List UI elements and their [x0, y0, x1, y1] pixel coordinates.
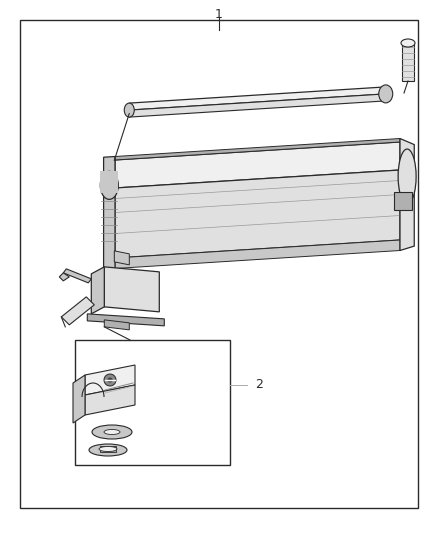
Polygon shape — [129, 94, 386, 117]
Polygon shape — [73, 375, 85, 423]
Polygon shape — [402, 43, 414, 81]
Ellipse shape — [398, 149, 416, 204]
Polygon shape — [59, 273, 69, 281]
Polygon shape — [61, 297, 94, 325]
Ellipse shape — [104, 430, 120, 434]
Ellipse shape — [379, 85, 393, 103]
Text: 1: 1 — [215, 7, 223, 20]
Text: 2: 2 — [255, 378, 263, 392]
Ellipse shape — [92, 425, 132, 439]
Polygon shape — [115, 240, 400, 269]
Polygon shape — [104, 320, 129, 330]
Circle shape — [107, 377, 113, 383]
Polygon shape — [400, 139, 414, 251]
Bar — [100, 446, 116, 452]
Polygon shape — [85, 385, 135, 415]
Ellipse shape — [99, 447, 117, 451]
Polygon shape — [104, 267, 159, 312]
Bar — [394, 192, 412, 211]
Polygon shape — [115, 142, 400, 188]
Polygon shape — [115, 170, 400, 258]
Bar — [100, 172, 118, 193]
Ellipse shape — [124, 103, 134, 117]
Polygon shape — [115, 139, 400, 160]
Polygon shape — [104, 157, 115, 269]
Polygon shape — [129, 87, 386, 110]
Polygon shape — [64, 269, 91, 283]
Bar — [75, 340, 230, 465]
Ellipse shape — [89, 444, 127, 456]
Ellipse shape — [401, 39, 415, 47]
Ellipse shape — [100, 172, 118, 199]
Polygon shape — [85, 365, 135, 395]
Circle shape — [104, 374, 116, 386]
Polygon shape — [114, 251, 129, 265]
Polygon shape — [87, 314, 164, 326]
Polygon shape — [91, 267, 104, 314]
